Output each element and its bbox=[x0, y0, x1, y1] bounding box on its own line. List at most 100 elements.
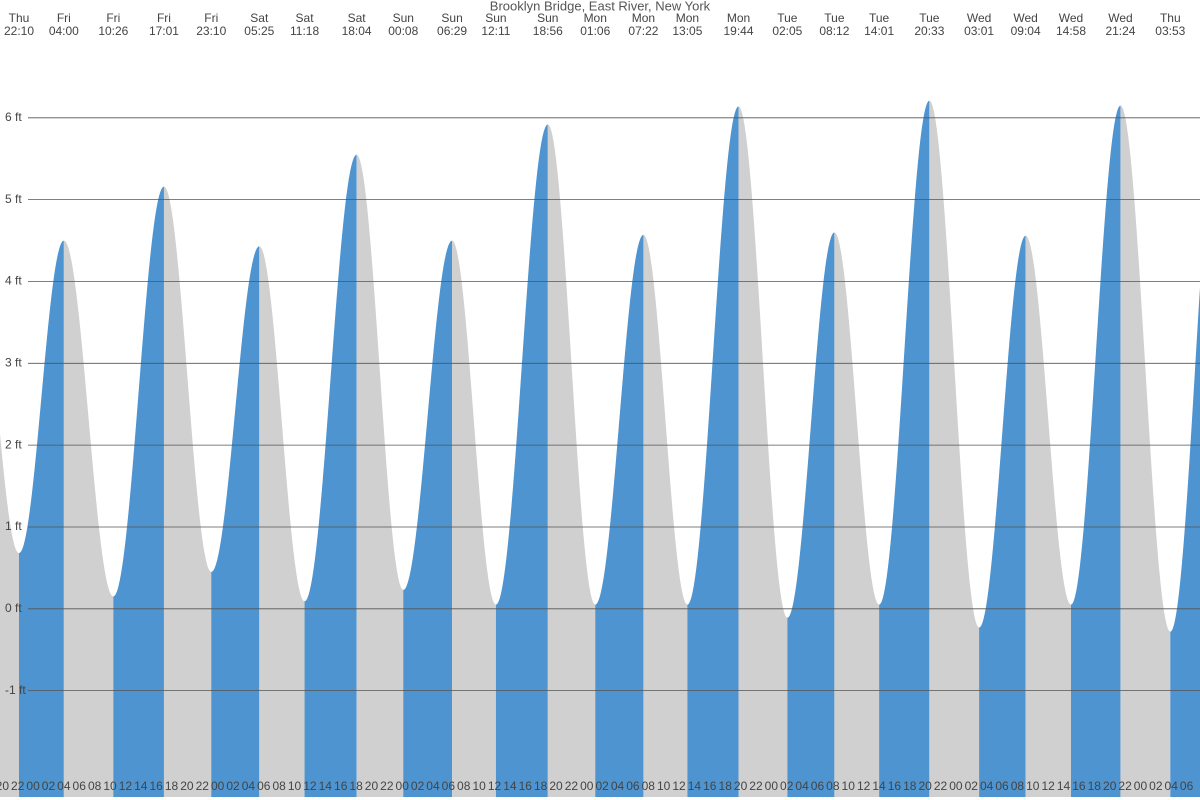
hour-label: 06 bbox=[811, 779, 825, 793]
event-time: 09:04 bbox=[1011, 24, 1041, 38]
hour-label: 16 bbox=[519, 779, 533, 793]
event-time: 00:08 bbox=[388, 24, 418, 38]
hour-label: 02 bbox=[595, 779, 609, 793]
rising-tide bbox=[787, 232, 835, 797]
falling-tide bbox=[738, 106, 788, 798]
falling-tide bbox=[1025, 235, 1071, 797]
hour-label: 08 bbox=[272, 779, 286, 793]
y-tick-label: 2 ft bbox=[5, 437, 22, 451]
event-day: Thu bbox=[1160, 11, 1181, 25]
hour-label: 12 bbox=[857, 779, 871, 793]
event-time: 07:22 bbox=[628, 24, 658, 38]
event-day: Fri bbox=[157, 11, 171, 25]
event-day: Wed bbox=[967, 11, 991, 25]
hour-label: 20 bbox=[365, 779, 379, 793]
hour-label: 10 bbox=[472, 779, 486, 793]
hour-label: 12 bbox=[488, 779, 502, 793]
falling-tide bbox=[643, 234, 688, 798]
hour-label: 06 bbox=[73, 779, 87, 793]
event-day: Sun bbox=[441, 11, 462, 25]
falling-tide bbox=[834, 232, 880, 797]
falling-tide bbox=[1120, 105, 1171, 798]
event-time: 17:01 bbox=[149, 24, 179, 38]
rising-tide bbox=[211, 246, 260, 798]
hour-label: 10 bbox=[1026, 779, 1040, 793]
event-time: 03:01 bbox=[964, 24, 994, 38]
event-day: Tue bbox=[919, 11, 940, 25]
rising-tide bbox=[1070, 105, 1121, 798]
event-time: 05:25 bbox=[244, 24, 274, 38]
event-day: Sun bbox=[537, 11, 558, 25]
event-time: 18:04 bbox=[342, 24, 372, 38]
hour-label: 18 bbox=[349, 779, 363, 793]
hour-label: 14 bbox=[1057, 779, 1071, 793]
hour-label: 18 bbox=[1088, 779, 1102, 793]
hour-label: 10 bbox=[842, 779, 856, 793]
hour-label: 12 bbox=[1041, 779, 1055, 793]
event-day: Sat bbox=[296, 11, 315, 25]
hour-label: 06 bbox=[1180, 779, 1194, 793]
hour-label: 08 bbox=[642, 779, 656, 793]
hour-label: 00 bbox=[580, 779, 594, 793]
falling-tide bbox=[259, 246, 305, 798]
event-day: Tue bbox=[824, 11, 845, 25]
event-day: Wed bbox=[1013, 11, 1037, 25]
event-day: Mon bbox=[676, 11, 699, 25]
hour-label: 06 bbox=[442, 779, 456, 793]
hour-label: 06 bbox=[995, 779, 1009, 793]
event-day: Sun bbox=[485, 11, 506, 25]
hour-label: 08 bbox=[826, 779, 840, 793]
hour-label: 02 bbox=[226, 779, 240, 793]
hour-label: 16 bbox=[703, 779, 717, 793]
event-time: 21:24 bbox=[1105, 24, 1135, 38]
hour-label: 14 bbox=[503, 779, 517, 793]
hour-label: 04 bbox=[980, 779, 994, 793]
hour-label: 14 bbox=[872, 779, 886, 793]
rising-tide bbox=[1170, 287, 1200, 797]
event-day: Mon bbox=[632, 11, 655, 25]
hour-label: 04 bbox=[1165, 779, 1179, 793]
hour-label: 10 bbox=[103, 779, 117, 793]
hour-label: 08 bbox=[457, 779, 471, 793]
hour-label: 04 bbox=[426, 779, 440, 793]
hour-label: 20 bbox=[549, 779, 563, 793]
hour-label: 20 bbox=[180, 779, 194, 793]
event-time: 04:00 bbox=[49, 24, 79, 38]
hour-label: 06 bbox=[626, 779, 640, 793]
hour-label: 22 bbox=[934, 779, 948, 793]
event-time: 01:06 bbox=[580, 24, 610, 38]
event-day: Fri bbox=[106, 11, 120, 25]
y-tick-label: 1 ft bbox=[5, 519, 22, 533]
hour-label: 06 bbox=[257, 779, 271, 793]
rising-tide bbox=[879, 100, 930, 797]
event-time: 06:29 bbox=[437, 24, 467, 38]
hour-label: 04 bbox=[795, 779, 809, 793]
rising-tide bbox=[687, 106, 739, 798]
hour-label: 02 bbox=[1149, 779, 1163, 793]
event-time: 19:44 bbox=[724, 24, 754, 38]
hour-label: 18 bbox=[165, 779, 179, 793]
y-tick-label: 3 ft bbox=[5, 355, 22, 369]
event-time: 14:58 bbox=[1056, 24, 1086, 38]
hour-label: 12 bbox=[119, 779, 133, 793]
rising-tide bbox=[595, 234, 644, 798]
event-day: Tue bbox=[777, 11, 798, 25]
event-day: Fri bbox=[57, 11, 71, 25]
hour-label: 00 bbox=[1134, 779, 1148, 793]
hour-label: 08 bbox=[88, 779, 102, 793]
event-day: Mon bbox=[727, 11, 750, 25]
hour-label: 18 bbox=[534, 779, 548, 793]
falling-tide bbox=[0, 434, 19, 797]
hour-label: 20 bbox=[918, 779, 932, 793]
rising-tide bbox=[979, 235, 1026, 797]
event-day: Wed bbox=[1108, 11, 1132, 25]
event-time: 14:01 bbox=[864, 24, 894, 38]
y-tick-label: 4 ft bbox=[5, 274, 22, 288]
event-day: Thu bbox=[9, 11, 30, 25]
falling-tide bbox=[452, 240, 496, 797]
hour-label: 02 bbox=[780, 779, 794, 793]
hour-label: 00 bbox=[211, 779, 225, 793]
y-tick-label: 5 ft bbox=[5, 192, 22, 206]
hour-label: 18 bbox=[903, 779, 917, 793]
event-day: Fri bbox=[204, 11, 218, 25]
